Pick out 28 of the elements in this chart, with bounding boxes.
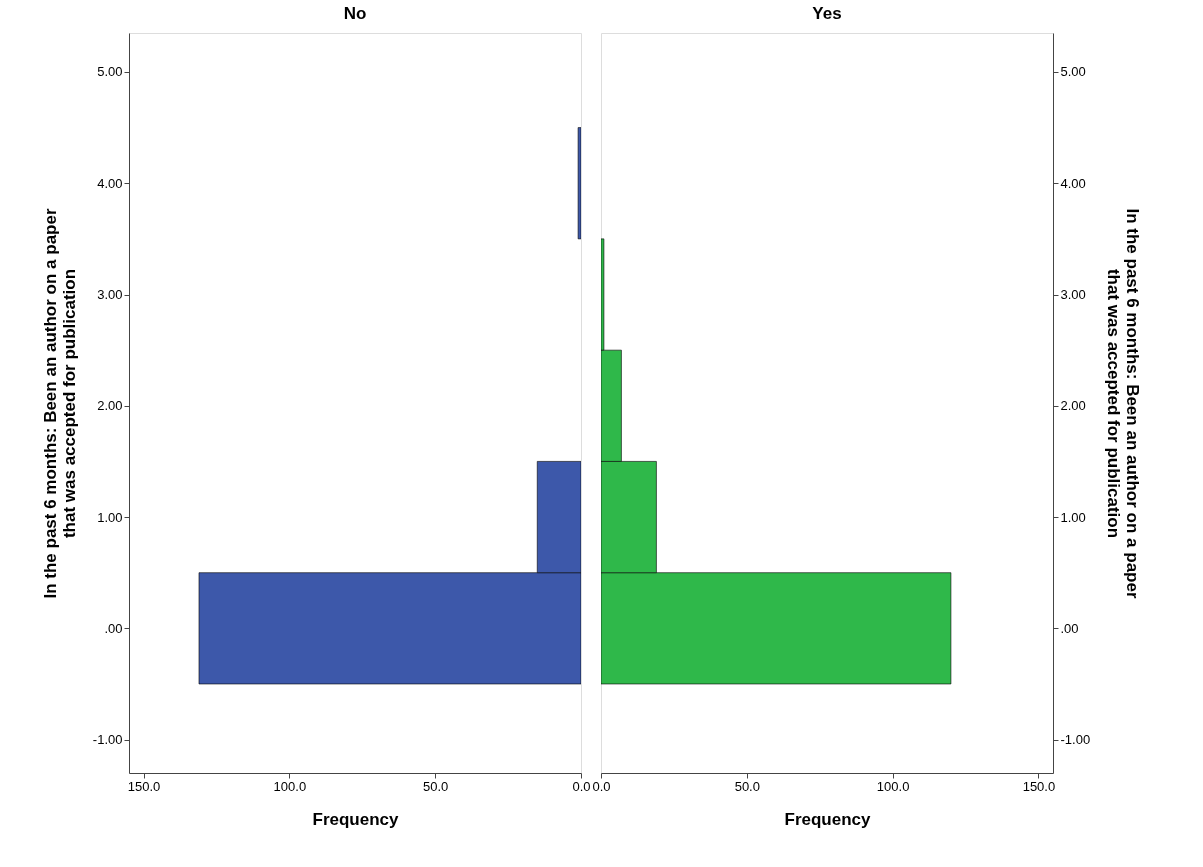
x-tick-label: 100.0 bbox=[876, 778, 910, 794]
y-tick-label: 4.00 bbox=[1060, 175, 1086, 191]
y-tick-label: 2.00 bbox=[97, 398, 123, 414]
y-axis-title: In the past 6 months: Been an author on a paper that was accepted for publication bbox=[40, 208, 79, 599]
y-tick-label: 5.00 bbox=[1060, 64, 1086, 80]
y-tick-label: .00 bbox=[104, 620, 123, 636]
y-tick-label: 5.00 bbox=[97, 64, 123, 80]
y-tick-label: 4.00 bbox=[97, 175, 123, 191]
chart-title: Yes bbox=[812, 4, 842, 23]
x-axis-title: Frequency bbox=[312, 809, 400, 829]
chart-title: No bbox=[343, 4, 367, 23]
y-axis-title: In the past 6 months: Been an author on a paper that was accepted for publication bbox=[1104, 208, 1143, 599]
x-axis-title: Frequency bbox=[784, 809, 872, 829]
y-tick-label: 1.00 bbox=[97, 509, 123, 525]
x-tick-label: 100.0 bbox=[273, 778, 307, 794]
y-tick-label: 2.00 bbox=[1060, 398, 1086, 414]
y-tick-label: 1.00 bbox=[1060, 509, 1086, 525]
y-tick-label: -1.00 bbox=[92, 732, 123, 748]
x-tick-label: 50.0 bbox=[734, 778, 760, 794]
y-tick-label: 3.00 bbox=[97, 287, 123, 302]
y-tick-label: -1.00 bbox=[1060, 732, 1091, 748]
x-tick-label: 150.0 bbox=[1022, 778, 1056, 794]
x-tick-label: 0.0 bbox=[572, 778, 591, 794]
y-tick-label: 3.00 bbox=[1060, 287, 1086, 302]
y-tick-label: .00 bbox=[1060, 620, 1079, 636]
x-tick-label: 0.0 bbox=[592, 778, 611, 794]
x-tick-label: 150.0 bbox=[127, 778, 161, 794]
x-tick-label: 50.0 bbox=[423, 778, 449, 794]
